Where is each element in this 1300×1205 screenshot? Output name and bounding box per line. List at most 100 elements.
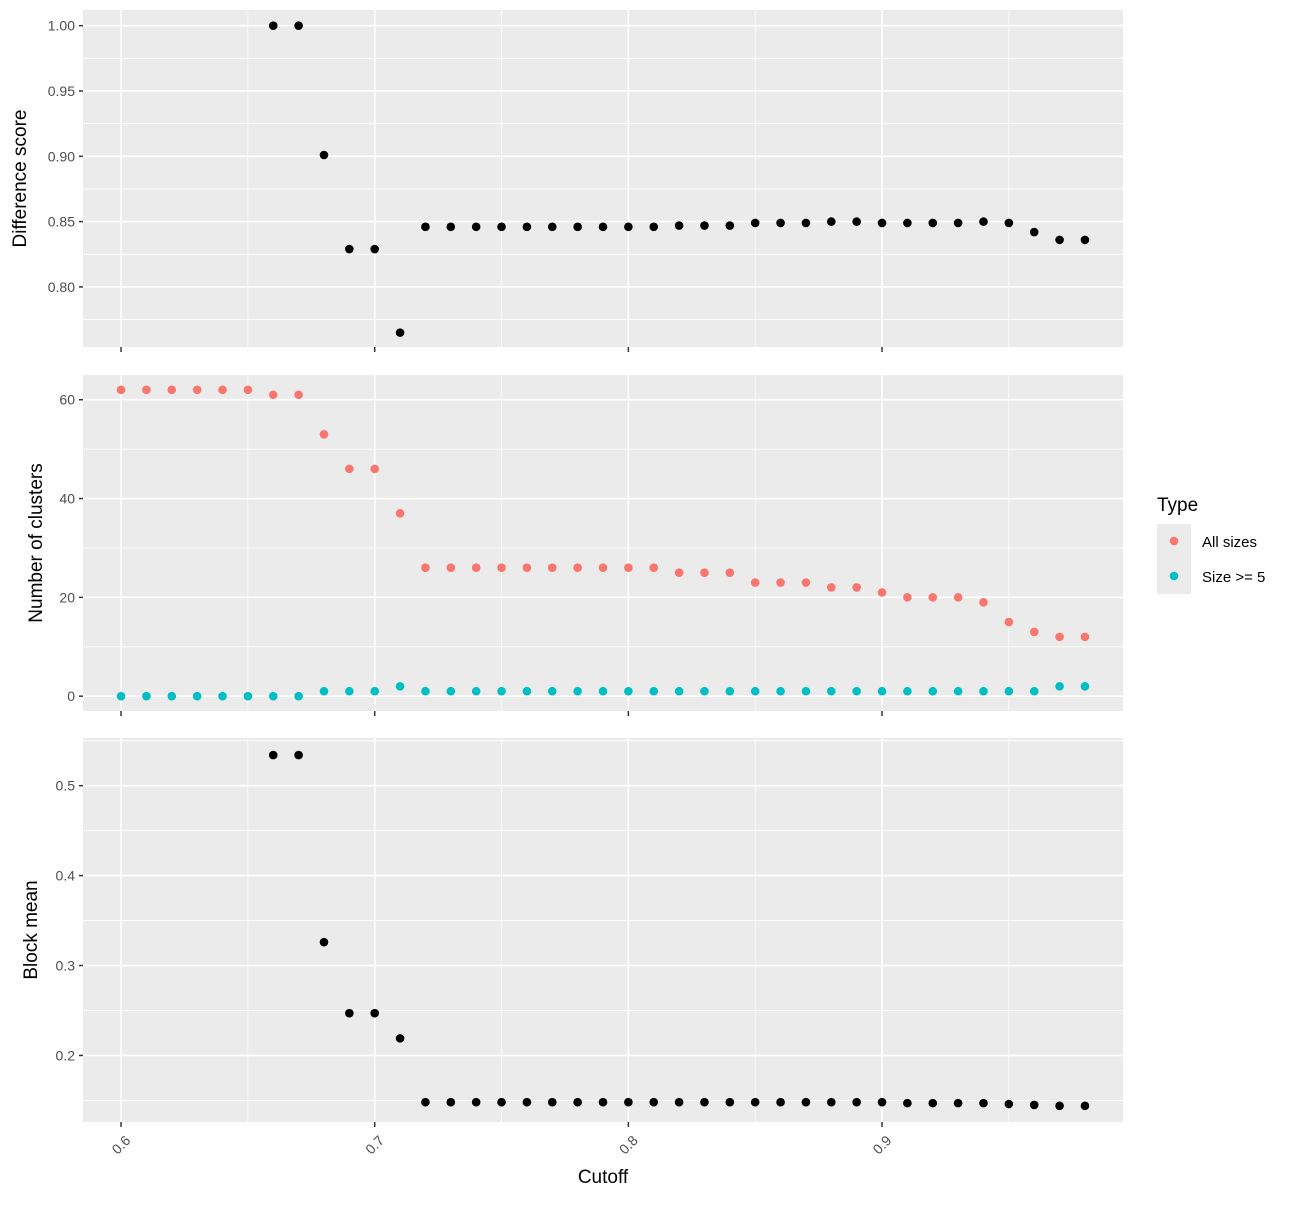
- panel-background: [83, 10, 1123, 347]
- data-point: [852, 686, 861, 696]
- y-tick-label: 20: [59, 589, 75, 605]
- data-point: [649, 686, 659, 696]
- data-point: [953, 218, 963, 228]
- y-axis-title: Difference score: [10, 110, 31, 248]
- legend: Type All sizes Size >= 5: [1157, 495, 1265, 594]
- data-point: [116, 385, 126, 395]
- data-point: [674, 568, 684, 577]
- data-point: [497, 222, 506, 232]
- y-tick-label: 0: [67, 688, 75, 704]
- data-point: [319, 429, 329, 439]
- data-point: [1055, 235, 1064, 245]
- data-point: [421, 1097, 430, 1107]
- legend-key-all-sizes: [1169, 536, 1179, 546]
- data-point: [421, 686, 430, 696]
- data-point: [700, 221, 709, 230]
- y-axis-title: Block mean: [21, 880, 42, 979]
- data-point: [345, 1008, 354, 1018]
- data-point: [826, 686, 836, 696]
- data-point: [446, 1097, 456, 1107]
- data-point: [294, 390, 303, 400]
- data-point: [776, 1097, 785, 1107]
- data-point: [928, 1098, 938, 1108]
- data-point: [268, 691, 278, 701]
- data-point: [421, 563, 430, 573]
- data-point: [395, 1034, 405, 1043]
- data-point: [598, 222, 608, 232]
- data-point: [903, 218, 912, 228]
- data-point: [826, 583, 836, 592]
- data-point: [903, 686, 912, 696]
- data-point: [142, 691, 151, 701]
- data-point: [776, 686, 785, 696]
- data-point: [268, 750, 278, 760]
- data-point: [598, 686, 608, 696]
- data-point: [725, 686, 735, 696]
- data-point: [446, 563, 456, 573]
- data-point: [700, 686, 709, 696]
- panels-layer: 0.80 0.85 0.90 0.95 1.00 Difference score 0 20 4…: [10, 10, 1123, 1157]
- data-point: [573, 222, 582, 232]
- data-point: [1004, 218, 1014, 228]
- data-point: [674, 1097, 684, 1107]
- data-point: [877, 218, 887, 228]
- data-point: [852, 217, 861, 226]
- data-point: [979, 1098, 988, 1108]
- data-point: [294, 691, 303, 701]
- x-axis-title: Cutoff: [578, 1167, 629, 1188]
- data-point: [649, 563, 659, 573]
- data-point: [903, 593, 912, 602]
- data-point: [446, 686, 456, 696]
- legend-label-all-sizes: All sizes: [1202, 534, 1257, 551]
- data-point: [522, 686, 532, 696]
- data-point: [598, 1097, 608, 1107]
- y-tick-label: 0.80: [48, 279, 75, 295]
- data-point: [674, 221, 684, 230]
- data-point: [522, 563, 532, 573]
- data-point: [218, 385, 227, 395]
- data-point: [700, 568, 709, 577]
- data-point: [852, 1097, 861, 1107]
- x-tick-label: 0.6: [108, 1132, 133, 1157]
- y-tick-label: 0.4: [56, 868, 76, 884]
- data-point: [801, 686, 811, 696]
- data-point: [243, 385, 253, 395]
- data-point: [1080, 681, 1090, 691]
- data-point: [953, 1098, 963, 1108]
- data-point: [395, 328, 405, 337]
- x-tick-label: 0.8: [616, 1132, 641, 1157]
- data-point: [547, 686, 557, 696]
- data-point: [852, 583, 861, 592]
- data-point: [826, 217, 836, 226]
- data-point: [294, 750, 303, 760]
- data-point: [395, 509, 405, 518]
- series-2-1: [116, 385, 1090, 642]
- x-tick-label: 0.7: [362, 1132, 387, 1157]
- data-point: [801, 1097, 811, 1107]
- y-tick-label: 0.5: [56, 778, 76, 794]
- data-point: [877, 588, 887, 597]
- data-point: [142, 385, 151, 395]
- data-point: [1055, 632, 1064, 642]
- panel-1: 0.80 0.85 0.90 0.95 1.00 Difference score: [10, 10, 1123, 352]
- data-point: [192, 691, 202, 701]
- data-point: [1080, 1101, 1090, 1111]
- y-tick-label: 0.2: [56, 1047, 76, 1063]
- y-tick-label: 0.95: [48, 83, 75, 99]
- data-point: [471, 563, 481, 573]
- data-point: [471, 1097, 481, 1107]
- data-point: [471, 222, 481, 232]
- data-point: [345, 686, 354, 696]
- data-point: [624, 1097, 633, 1107]
- data-point: [776, 218, 785, 228]
- data-point: [750, 578, 760, 587]
- data-point: [700, 1097, 709, 1107]
- data-point: [598, 563, 608, 573]
- data-point: [979, 686, 988, 696]
- data-point: [573, 563, 582, 573]
- data-point: [903, 1098, 912, 1108]
- y-axis-title: Number of clusters: [26, 463, 47, 622]
- data-point: [167, 385, 177, 395]
